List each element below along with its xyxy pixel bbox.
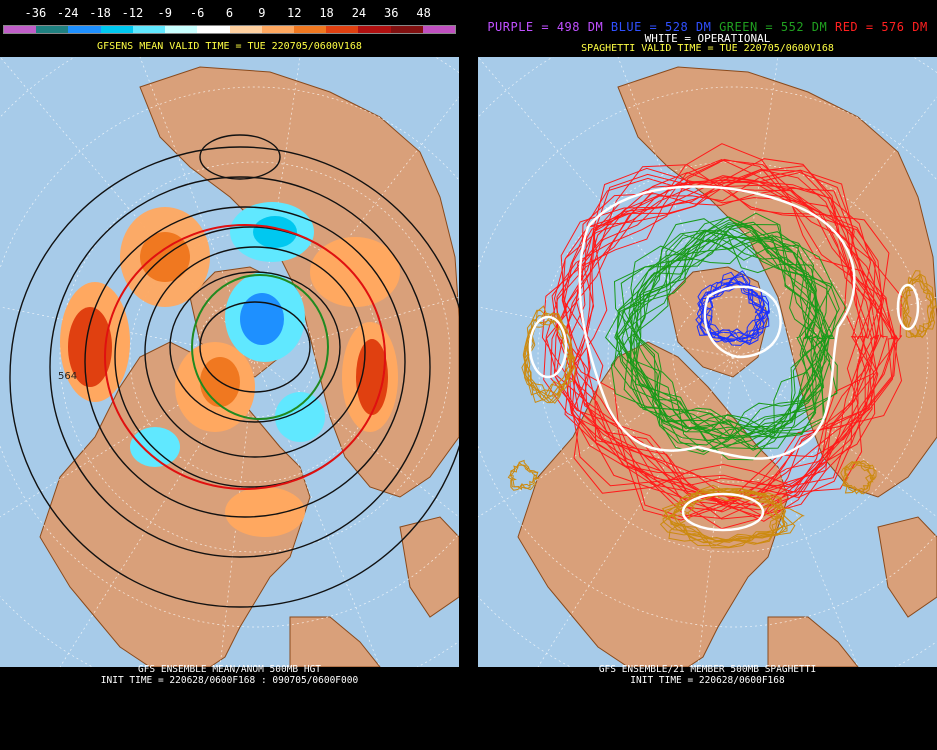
scale-swatch bbox=[132, 26, 166, 33]
scale-tick-label: -9 bbox=[157, 6, 173, 20]
spaghetti-contour bbox=[630, 221, 830, 438]
spaghetti-contour bbox=[697, 284, 771, 346]
scale-swatch bbox=[197, 26, 230, 33]
spaghetti-contour bbox=[610, 231, 838, 437]
scale-tick-label: -24 bbox=[56, 6, 79, 20]
spaghetti-valid-time-title: SPAGHETTI VALID TIME = TUE 220705/0600V1… bbox=[581, 43, 834, 54]
spaghetti-map bbox=[478, 57, 937, 667]
scale-swatch bbox=[68, 26, 101, 33]
spaghetti-contour bbox=[569, 173, 898, 513]
scale-tick-label: -6 bbox=[189, 6, 205, 20]
scale-swatch bbox=[261, 26, 294, 33]
south-america-land bbox=[289, 616, 381, 667]
contour-label-564: 564 bbox=[58, 371, 77, 382]
scale-labels: -36 -24 -18 -12 -9 -6 6 9 12 18 24 36 48 bbox=[3, 5, 456, 21]
spaghetti-map-svg bbox=[478, 57, 937, 667]
legend-green: GREEN = 552 DM bbox=[719, 20, 828, 34]
spaghetti-contour bbox=[615, 230, 824, 441]
spaghetti-init-time: INIT TIME = 220628/0600F168 bbox=[630, 675, 785, 686]
spaghetti-contour bbox=[843, 460, 877, 494]
scale-tick-label: 48 bbox=[416, 6, 431, 20]
spaghetti-contour bbox=[569, 187, 888, 530]
contour-color-legend: PURPLE = 498 DM BLUE = 528 DM GREEN = 55… bbox=[478, 20, 937, 34]
spaghetti-contour bbox=[840, 461, 875, 495]
spaghetti-contour bbox=[698, 270, 763, 346]
blue-528-contours bbox=[695, 270, 771, 346]
scale-tick-label: -12 bbox=[121, 6, 144, 20]
scale-swatch bbox=[293, 26, 327, 33]
spaghetti-contour bbox=[523, 312, 572, 404]
spaghetti-contour bbox=[527, 312, 576, 397]
spaghetti-contour bbox=[616, 222, 817, 439]
mean-product-title: GFS ENSEMBLE MEAN/ANOM 500MB HGT bbox=[137, 664, 322, 675]
spaghetti-product-title: GFS ENSEMBLE/21 MEMBER 500MB SPAGHETTI bbox=[598, 664, 817, 675]
spaghetti-contour bbox=[902, 276, 935, 338]
scale-tick-label: 36 bbox=[384, 6, 399, 20]
spaghetti-contour bbox=[510, 463, 541, 491]
mean-map-svg: 564 bbox=[0, 57, 459, 667]
scale-swatch bbox=[4, 26, 37, 33]
scale-tick-label: 12 bbox=[286, 6, 302, 20]
spaghetti-contour bbox=[902, 273, 934, 339]
spaghetti-contour bbox=[565, 164, 883, 521]
scale-swatch bbox=[422, 26, 456, 33]
scale-swatch bbox=[390, 26, 423, 33]
spaghetti-contour bbox=[633, 218, 828, 455]
scale-swatch bbox=[36, 26, 69, 33]
spaghetti-contour bbox=[564, 169, 879, 518]
africa-land bbox=[399, 516, 459, 618]
scale-tick-label: 18 bbox=[319, 6, 334, 20]
panel-divider bbox=[459, 0, 478, 750]
operational-legend: WHITE = OPERATIONAL bbox=[644, 32, 771, 45]
spaghetti-contour bbox=[671, 489, 787, 543]
mean-init-time: INIT TIME = 220628/0600F168 : 090705/060… bbox=[100, 675, 359, 686]
scale-swatch bbox=[326, 26, 359, 33]
spaghetti-contour bbox=[560, 178, 903, 509]
mean-valid-time-title: GFSENS MEAN VALID TIME = TUE 220705/0600… bbox=[97, 41, 362, 52]
scale-tick-label: 24 bbox=[351, 6, 367, 20]
scale-tick-label: -18 bbox=[89, 6, 111, 20]
scale-swatch bbox=[358, 26, 391, 33]
scale-tick-label: 6 bbox=[225, 6, 234, 20]
scale-swatch bbox=[100, 26, 133, 33]
ensemble-mean-panel: -36 -24 -18 -12 -9 -6 6 9 12 18 24 36 48 GFSENS MEAN… bbox=[0, 0, 459, 750]
scale-swatch bbox=[229, 26, 262, 33]
scale-tick-label: -36 bbox=[24, 6, 47, 20]
legend-purple: PURPLE = 498 DM bbox=[487, 20, 604, 34]
spaghetti-contour bbox=[571, 176, 897, 502]
anomaly-color-scale: -36 -24 -18 -12 -9 -6 6 9 12 18 24 36 48 bbox=[3, 5, 456, 35]
green-552-contours bbox=[604, 212, 847, 461]
spaghetti-contour bbox=[616, 238, 833, 452]
scale-swatch bbox=[165, 26, 198, 33]
operational-contours bbox=[528, 185, 920, 532]
spaghetti-panel: PURPLE = 498 DM BLUE = 528 DM GREEN = 55… bbox=[478, 0, 937, 750]
spaghetti-contour bbox=[510, 461, 540, 491]
mean-anomaly-map: 564 bbox=[0, 57, 459, 667]
spaghetti-contour bbox=[903, 270, 936, 338]
spaghetti-contour bbox=[899, 278, 935, 339]
legend-red: RED = 576 DM bbox=[834, 20, 928, 34]
spaghetti-contour bbox=[634, 223, 832, 435]
scale-swatches bbox=[3, 25, 456, 34]
legend-blue: BLUE = 528 DM bbox=[610, 20, 712, 34]
spaghetti-contour bbox=[702, 271, 765, 343]
reference-contours bbox=[104, 224, 386, 490]
spaghetti-contour bbox=[673, 484, 787, 547]
spaghetti-contour bbox=[661, 490, 783, 548]
scale-tick-label: 9 bbox=[258, 6, 266, 20]
